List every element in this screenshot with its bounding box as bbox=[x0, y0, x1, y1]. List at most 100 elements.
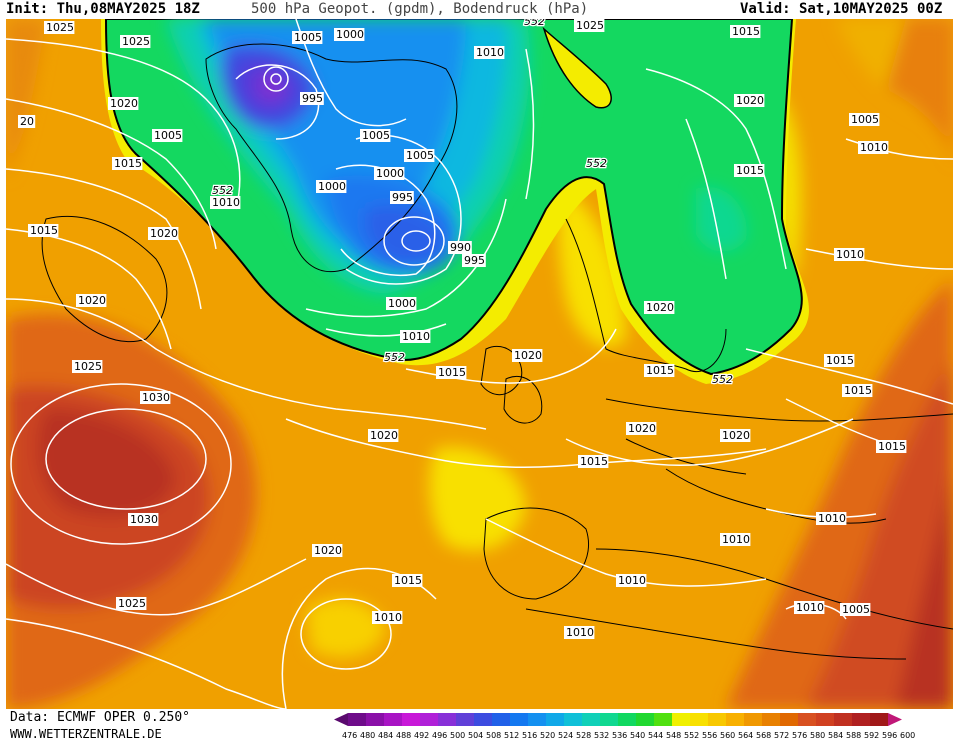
isobar-label: 995 bbox=[392, 191, 413, 204]
isobar-label-bg bbox=[436, 366, 467, 379]
isobar-label-bg bbox=[120, 35, 151, 48]
isobar-label-bg bbox=[210, 196, 241, 209]
legend-swatch bbox=[852, 713, 870, 726]
isobar-label: 1020 bbox=[78, 294, 106, 307]
legend-swatch bbox=[708, 713, 726, 726]
isobar-label-bg bbox=[462, 254, 486, 267]
isobar-label: 1015 bbox=[646, 364, 674, 377]
isobar-label-bg bbox=[794, 601, 825, 614]
isobar-label: 995 bbox=[302, 92, 323, 105]
isobar-label: 1015 bbox=[736, 164, 764, 177]
contour-552-label: 552 bbox=[712, 373, 733, 386]
isobar-label-bg bbox=[44, 21, 75, 34]
isobar-label: 1000 bbox=[318, 180, 346, 193]
isobar-label-bg bbox=[824, 354, 855, 367]
legend-tick-label: 600 bbox=[900, 731, 915, 740]
isobar-label-bg bbox=[368, 429, 399, 442]
legend-tick-label: 584 bbox=[828, 731, 843, 740]
legend-swatch bbox=[816, 713, 834, 726]
isobar-label-bg bbox=[734, 164, 765, 177]
isobar-label: 1010 bbox=[374, 611, 402, 624]
isobar-label: 1015 bbox=[30, 224, 58, 237]
isobar-label-bg bbox=[140, 391, 171, 404]
isobar-label-bg bbox=[316, 180, 347, 193]
isobar-label-bg bbox=[734, 94, 765, 107]
isobar-label-bg bbox=[360, 129, 391, 142]
legend-swatch bbox=[654, 713, 672, 726]
isobar-label: 20 bbox=[20, 115, 34, 128]
isobar-label-bg bbox=[112, 157, 143, 170]
isobar-label-bg bbox=[374, 167, 405, 180]
isobar-label-bg bbox=[148, 227, 179, 240]
legend-tick-label: 576 bbox=[792, 731, 807, 740]
isobar-label-bg bbox=[72, 360, 103, 373]
isobar-label: 1025 bbox=[118, 597, 146, 610]
legend-tick-label: 488 bbox=[396, 731, 411, 740]
legend-tick-label: 540 bbox=[630, 731, 645, 740]
isobar-label-bg bbox=[512, 349, 543, 362]
isobar-label: 1005 bbox=[406, 149, 434, 162]
legend-swatch bbox=[798, 713, 816, 726]
isobar-label: 1000 bbox=[376, 167, 404, 180]
header: Init: Thu,08MAY2025 18Z 500 hPa Geopot. … bbox=[0, 0, 959, 19]
isobar-label: 1020 bbox=[314, 544, 342, 557]
legend-swatch bbox=[726, 713, 744, 726]
isobar-label-bg bbox=[18, 115, 36, 128]
legend-tick-label: 496 bbox=[432, 731, 447, 740]
isobar-label: 1000 bbox=[336, 28, 364, 41]
isobar-label-bg bbox=[564, 626, 595, 639]
legend-tick-label: 536 bbox=[612, 731, 627, 740]
isobar-label: 1010 bbox=[618, 574, 646, 587]
legend-swatch bbox=[348, 713, 366, 726]
isobar-label: 1010 bbox=[796, 601, 824, 614]
isobar-label-bg bbox=[334, 28, 365, 41]
legend-swatch bbox=[600, 713, 618, 726]
isobar-label-bg bbox=[849, 113, 880, 126]
legend-tick-label: 528 bbox=[576, 731, 591, 740]
isobar-label: 995 bbox=[464, 254, 485, 267]
isobar-label: 1010 bbox=[566, 626, 594, 639]
map-svg: 1025 1025 1020 1005 1015 1010 1015 1020 1020 1025… bbox=[6, 19, 953, 709]
isobar-label-bg bbox=[720, 533, 751, 546]
legend-swatch bbox=[510, 713, 528, 726]
legend-swatch bbox=[762, 713, 780, 726]
isobar-label: 1015 bbox=[114, 157, 142, 170]
color-legend: 476 480 484 488 492 496 500 504 508 512 516 520 524 5… bbox=[334, 712, 956, 744]
isobar-label: 1015 bbox=[732, 25, 760, 38]
legend-swatch bbox=[618, 713, 636, 726]
legend-tick-label: 516 bbox=[522, 731, 537, 740]
website-link[interactable]: WWW.WETTERZENTRALE.DE bbox=[10, 727, 162, 741]
legend-tick-label: 484 bbox=[378, 731, 393, 740]
map-title: 500 hPa Geopot. (gpdm), Bodendruck (hPa) bbox=[251, 1, 589, 17]
legend-swatch bbox=[474, 713, 492, 726]
isobar-label-bg bbox=[730, 25, 761, 38]
isobar-label-bg bbox=[644, 301, 675, 314]
isobar-label-bg bbox=[392, 574, 423, 587]
isobar-label-bg bbox=[404, 149, 435, 162]
isobar-label: 1020 bbox=[110, 97, 138, 110]
legend-tick-label: 556 bbox=[702, 731, 717, 740]
isobar-label: 1020 bbox=[722, 429, 750, 442]
legend-tick-label: 504 bbox=[468, 731, 483, 740]
isobar-label-bg bbox=[858, 141, 889, 154]
isobar-label: 1025 bbox=[46, 21, 74, 34]
isobar-label: 1000 bbox=[388, 297, 416, 310]
isobar-label: 1020 bbox=[628, 422, 656, 435]
trough-fields bbox=[166, 19, 747, 294]
init-time: Init: Thu,08MAY2025 18Z bbox=[6, 1, 200, 17]
isobar-label: 1005 bbox=[294, 31, 322, 44]
isobar-label-bg bbox=[400, 330, 431, 343]
isobar-label: 1005 bbox=[842, 603, 870, 616]
isobar-label-bg bbox=[448, 241, 472, 254]
isobar-label-bg bbox=[312, 544, 343, 557]
legend-swatch bbox=[492, 713, 510, 726]
isobar-label-bg bbox=[842, 384, 873, 397]
weather-map[interactable]: 1025 1025 1020 1005 1015 1010 1015 1020 1020 1025… bbox=[6, 19, 953, 709]
isobar-label-bg bbox=[578, 455, 609, 468]
legend-tick-label: 592 bbox=[864, 731, 879, 740]
isobar-label: 1020 bbox=[514, 349, 542, 362]
isobar-label: 1010 bbox=[722, 533, 750, 546]
legend-swatch bbox=[384, 713, 402, 726]
legend-arrow-left bbox=[334, 713, 348, 726]
legend-swatch bbox=[690, 713, 708, 726]
